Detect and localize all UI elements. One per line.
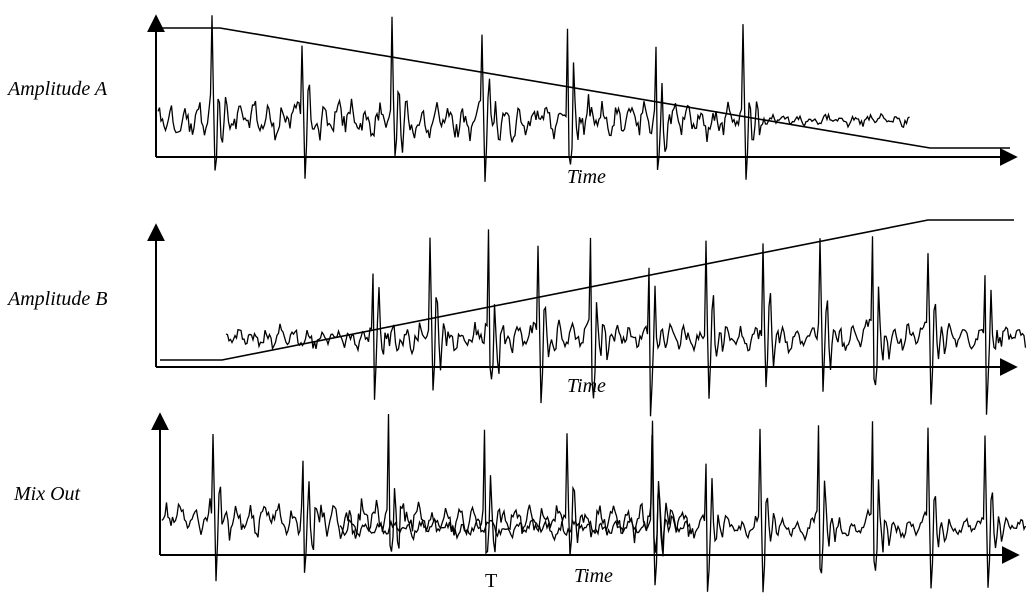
panel-a-signal [157, 15, 910, 182]
panel-a-waveform [157, 15, 910, 182]
panel-c-waveform-a [161, 413, 691, 582]
panel-b-envelope [160, 219, 1014, 361]
panel-b-label: Amplitude B [8, 288, 108, 310]
panel-c-xlabel: Time [574, 565, 613, 587]
panel-b-xlabel: Time [567, 375, 606, 397]
time-marker-label: T [485, 570, 498, 592]
panel-c-signal [161, 413, 1027, 593]
panel-b-waveform [225, 229, 1027, 417]
panel-c-waveform-b [339, 421, 1027, 593]
panel-b-signal [225, 229, 1027, 417]
panel-a-xlabel: Time [567, 166, 606, 188]
panel-c-label: Mix Out [14, 483, 81, 505]
panel-a-envelope [162, 27, 1010, 149]
panel-a-label: Amplitude A [8, 78, 108, 100]
